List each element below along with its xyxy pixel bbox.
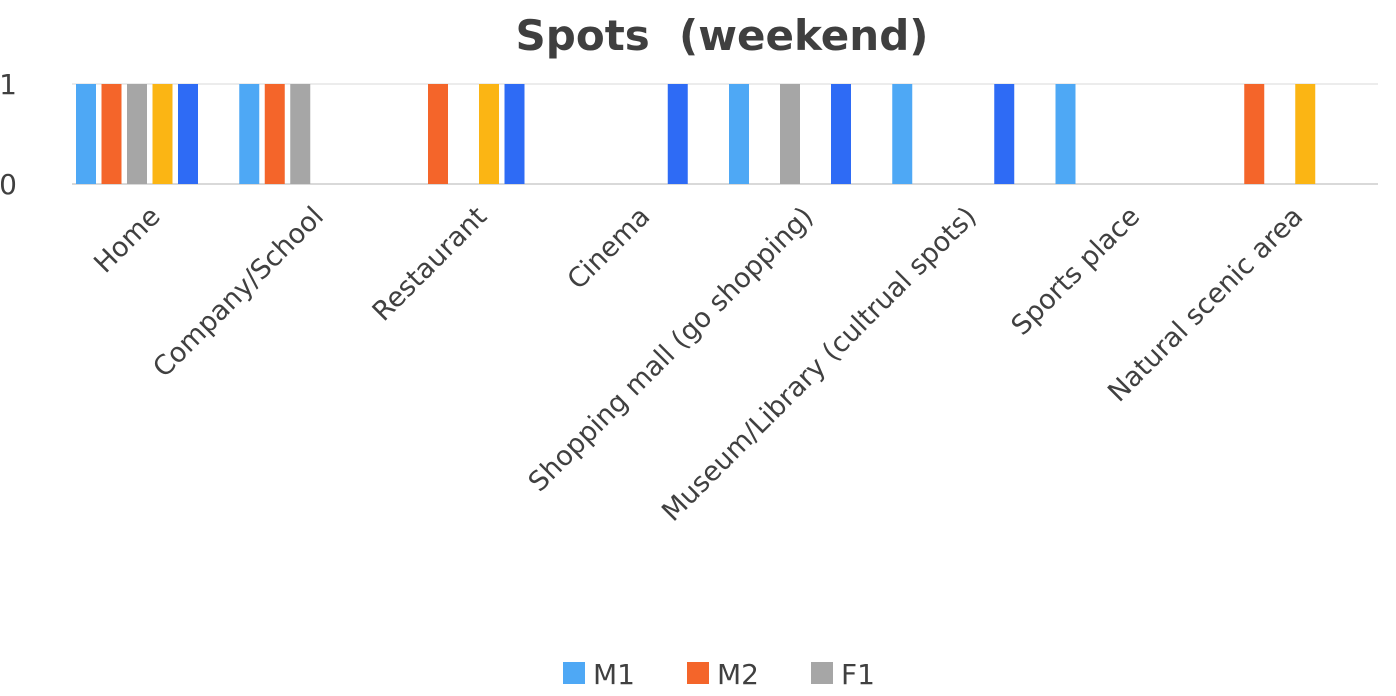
legend: M1 M2 F1 — [563, 658, 875, 691]
bar — [780, 84, 800, 184]
legend-swatch — [687, 662, 709, 684]
bar — [504, 84, 525, 184]
legend-label: F1 — [841, 658, 875, 691]
bar — [667, 84, 688, 184]
y-tick-label: 1 — [0, 68, 17, 101]
bar — [290, 84, 311, 184]
bar — [994, 84, 1015, 184]
legend-swatch — [811, 662, 833, 684]
x-tick-label: Cinema — [562, 201, 657, 296]
bars — [76, 84, 1316, 184]
gridlines — [72, 83, 1378, 185]
x-tick-label: Sports place — [1006, 201, 1147, 342]
y-axis: 01 — [0, 68, 17, 201]
x-tick-label: Museum/Library (cultrual spots) — [656, 201, 983, 528]
bar — [178, 84, 198, 184]
legend-label: M2 — [717, 658, 759, 691]
bar — [152, 84, 173, 184]
bar — [76, 84, 96, 184]
bar — [831, 84, 851, 184]
bar — [127, 84, 147, 184]
bar — [1055, 84, 1076, 184]
x-tick-label: Home — [88, 201, 166, 279]
x-tick-label: Company/School — [147, 201, 330, 384]
bar — [892, 84, 913, 184]
bar — [1244, 84, 1265, 184]
bar — [1295, 84, 1316, 184]
x-tick-label: Restaurant — [367, 201, 493, 327]
x-tick-label: Shopping mall (go shopping) — [523, 201, 820, 498]
chart-title: Spots (weekend) — [516, 11, 929, 60]
y-tick-label: 0 — [0, 168, 17, 201]
bar — [428, 84, 448, 184]
bar — [101, 84, 122, 184]
bar — [479, 84, 499, 184]
bar — [729, 84, 749, 184]
legend-label: M1 — [593, 658, 635, 691]
bar — [239, 84, 260, 184]
bar — [264, 84, 285, 184]
legend-swatch — [563, 662, 585, 684]
